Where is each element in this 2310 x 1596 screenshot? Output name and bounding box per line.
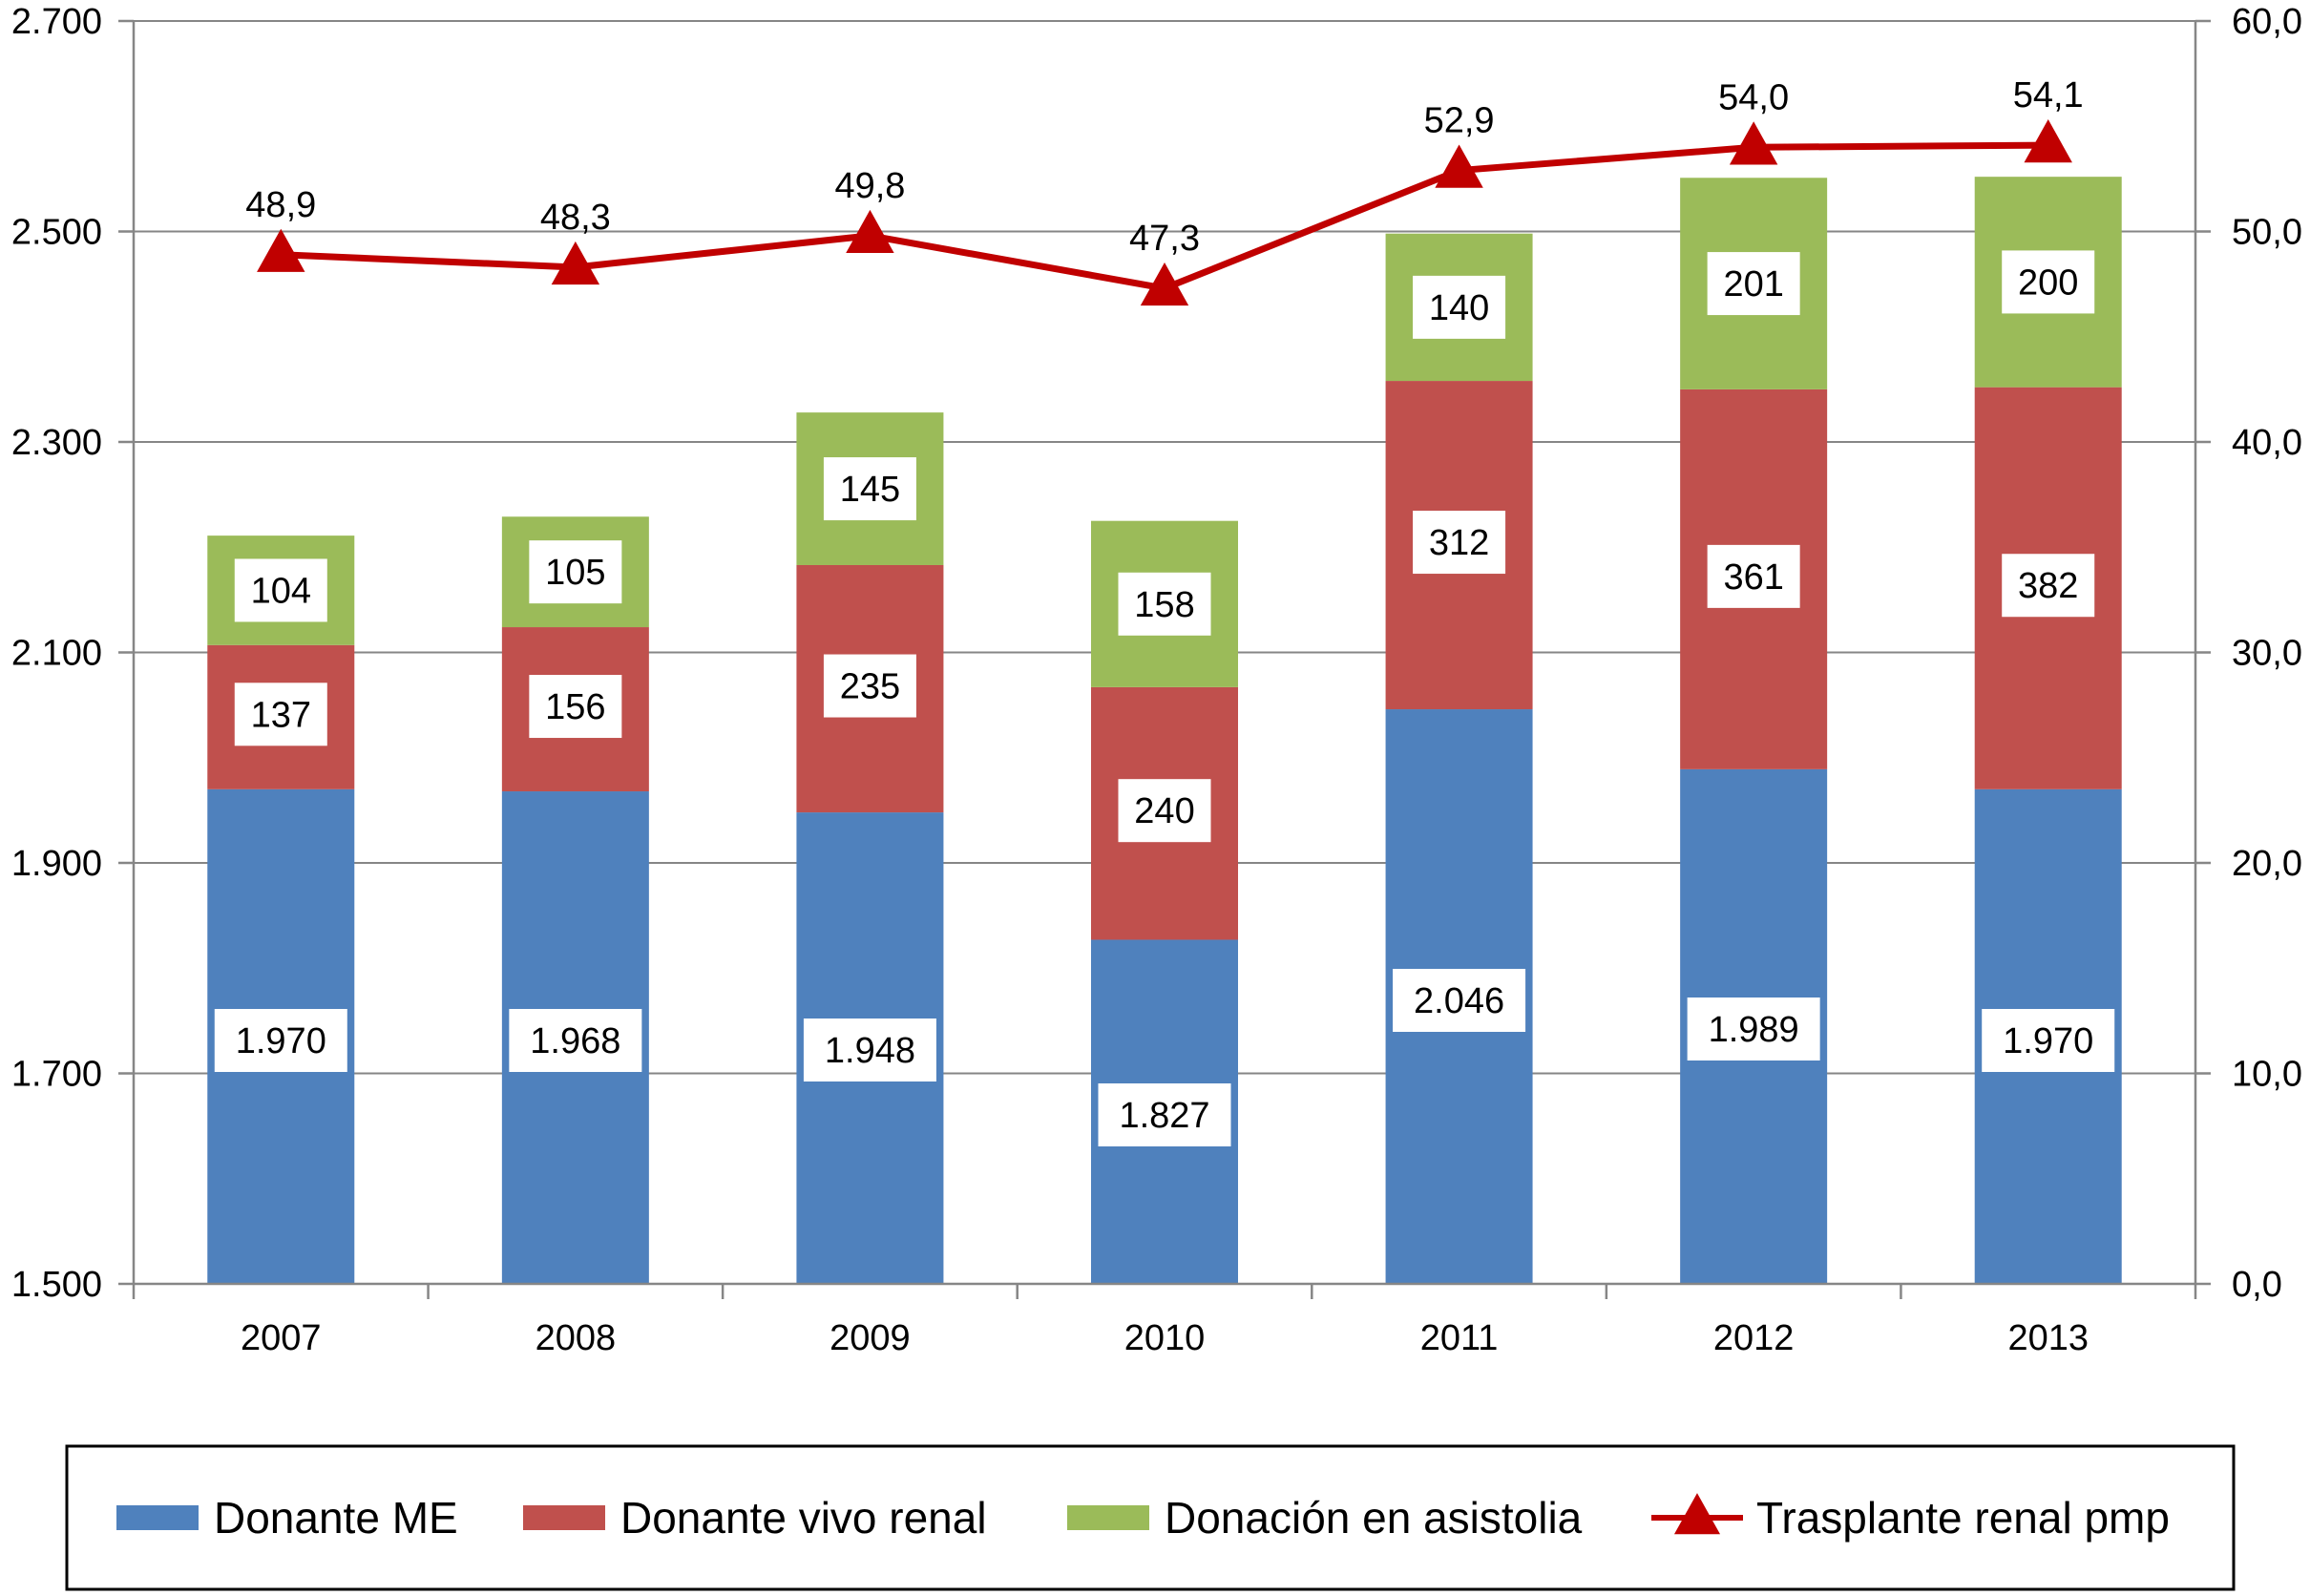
bar-label-asistolia: 145 [840, 470, 900, 510]
legend-donante-me: Donante ME [116, 1493, 458, 1543]
bar-label-donante-me: 1.970 [2003, 1021, 2093, 1061]
stacked-bars: 1.970 137 104 1.968 156 105 1.948 235 145 1.827 24… [207, 177, 2122, 1284]
legend-frame [65, 1444, 2236, 1591]
right-tick-label: 0,0 [2232, 1265, 2282, 1305]
bar-label-asistolia: 158 [1134, 585, 1194, 625]
bar-label-donante-me: 1.989 [1709, 1010, 1799, 1050]
bar-label-donante-vivo: 312 [1429, 523, 1489, 563]
legend-swatch [116, 1505, 199, 1530]
x-tick-label: 2009 [830, 1318, 911, 1358]
bar-label-donante-vivo: 382 [2018, 566, 2078, 606]
bar-label-donante-vivo: 156 [545, 687, 605, 727]
right-tick-label: 20,0 [2232, 844, 2302, 884]
legend-label: Donante ME [214, 1493, 458, 1543]
legend-label: Trasplante renal pmp [1756, 1493, 2170, 1543]
bar-label-asistolia-box [1707, 252, 1800, 316]
bar-label-asistolia: 140 [1429, 288, 1489, 328]
bar-label-donante-me: 1.970 [236, 1021, 326, 1061]
bar-label-donante-vivo-box [1118, 779, 1211, 843]
x-tick-label: 2013 [2007, 1318, 2089, 1358]
bar-label-donante-me: 1.827 [1119, 1096, 1209, 1136]
line-value-label: 48,9 [245, 185, 316, 225]
bar-label-asistolia-box [823, 457, 916, 521]
legend-triangle [1673, 1493, 1721, 1535]
bar-label-donante-vivo: 361 [1723, 557, 1783, 598]
line-value-label: 52,9 [1424, 101, 1495, 141]
line-marker [551, 241, 600, 285]
legend-donante-vivo-renal: Donante vivo renal [523, 1493, 987, 1543]
bar-label-donante-me: 1.948 [825, 1031, 915, 1071]
bar-label-asistolia-box [529, 540, 622, 604]
left-tick-label: 2.100 [11, 634, 102, 674]
bar-label-asistolia: 200 [2018, 262, 2078, 303]
trasplante-line: 48,9 48,3 49,8 47,3 52,9 54,0 54,1 [245, 75, 2084, 306]
bar-label-asistolia-box [2002, 250, 2095, 314]
right-tick-label: 10,0 [2232, 1055, 2302, 1095]
legend-trasplante-renal-pmp: Trasplante renal pmp [1651, 1493, 2170, 1543]
left-tick-label: 2.700 [11, 2, 102, 42]
left-tick-label: 1.700 [11, 1055, 102, 1095]
x-tick-label: 2010 [1124, 1318, 1206, 1358]
bar-label-asistolia: 105 [545, 553, 605, 593]
axes: 1.500 1.700 1.900 2.100 2.300 2.500 2.700 0,0 10… [11, 2, 2302, 1358]
bar-label-asistolia-box [234, 558, 327, 622]
bar-label-donante-vivo-box [529, 675, 622, 739]
line-marker [1435, 144, 1483, 188]
bar-label-asistolia-box [1413, 275, 1506, 339]
bar-label-asistolia: 201 [1723, 264, 1783, 304]
bar-label-donante-me-box [214, 1009, 347, 1072]
right-tick-label: 40,0 [2232, 423, 2302, 463]
line-value-label: 48,3 [540, 198, 611, 238]
bar-label-donante-me-box [803, 1018, 936, 1082]
bar-label-asistolia: 104 [251, 571, 311, 611]
legend-swatch [1067, 1505, 1149, 1530]
x-tick-label: 2008 [536, 1318, 617, 1358]
line-marker [1729, 121, 1778, 165]
legend-donacion-asistolia: Donación en asistolia [1067, 1493, 1583, 1543]
line-value-label: 54,0 [1718, 77, 1789, 117]
bar-label-donante-vivo-box [2002, 554, 2095, 618]
x-tick-label: 2007 [241, 1318, 322, 1358]
bar-label-donante-vivo-box [1413, 511, 1506, 575]
line-marker [257, 228, 305, 272]
bar-label-donante-vivo-box [823, 654, 916, 718]
right-tick-label: 50,0 [2232, 213, 2302, 253]
line-marker [846, 209, 894, 254]
right-tick-label: 30,0 [2232, 634, 2302, 674]
right-tick-label: 60,0 [2232, 2, 2302, 42]
bar-label-donante-vivo-box [234, 682, 327, 746]
bar-label-donante-me-box [1393, 969, 1526, 1032]
x-tick-label: 2011 [1420, 1318, 1499, 1358]
left-tick-label: 2.500 [11, 213, 102, 253]
legend-label: Donación en asistolia [1165, 1493, 1583, 1543]
line-marker [2024, 119, 2072, 163]
bar-label-donante-me: 1.968 [530, 1021, 620, 1061]
left-tick-label: 1.900 [11, 844, 102, 884]
bar-label-donante-me-box [1687, 998, 1820, 1060]
bar-label-donante-vivo: 235 [840, 667, 900, 707]
bar-label-donante-me-box [1982, 1009, 2115, 1072]
legend-label: Donante vivo renal [620, 1493, 987, 1543]
bar-label-donante-vivo: 240 [1134, 791, 1194, 831]
bar-label-donante-me-box [1098, 1083, 1231, 1146]
bar-label-asistolia-box [1118, 572, 1211, 636]
legend-swatch [523, 1505, 605, 1530]
bar-label-donante-vivo: 137 [251, 695, 311, 735]
left-tick-label: 2.300 [11, 423, 102, 463]
bar-label-donante-vivo-box [1707, 544, 1800, 608]
bar-label-donante-me-box [509, 1009, 642, 1072]
x-tick-label: 2012 [1713, 1318, 1795, 1358]
line-value-label: 54,1 [2013, 75, 2084, 116]
left-tick-label: 1.500 [11, 1265, 102, 1305]
line-marker [1140, 262, 1189, 306]
line-value-label: 47,3 [1129, 219, 1200, 259]
bar-label-donante-me: 2.046 [1414, 981, 1504, 1021]
line-value-label: 49,8 [834, 166, 905, 206]
legend: Donante ME Donante vivo renal Donación en … [65, 1444, 2236, 1591]
